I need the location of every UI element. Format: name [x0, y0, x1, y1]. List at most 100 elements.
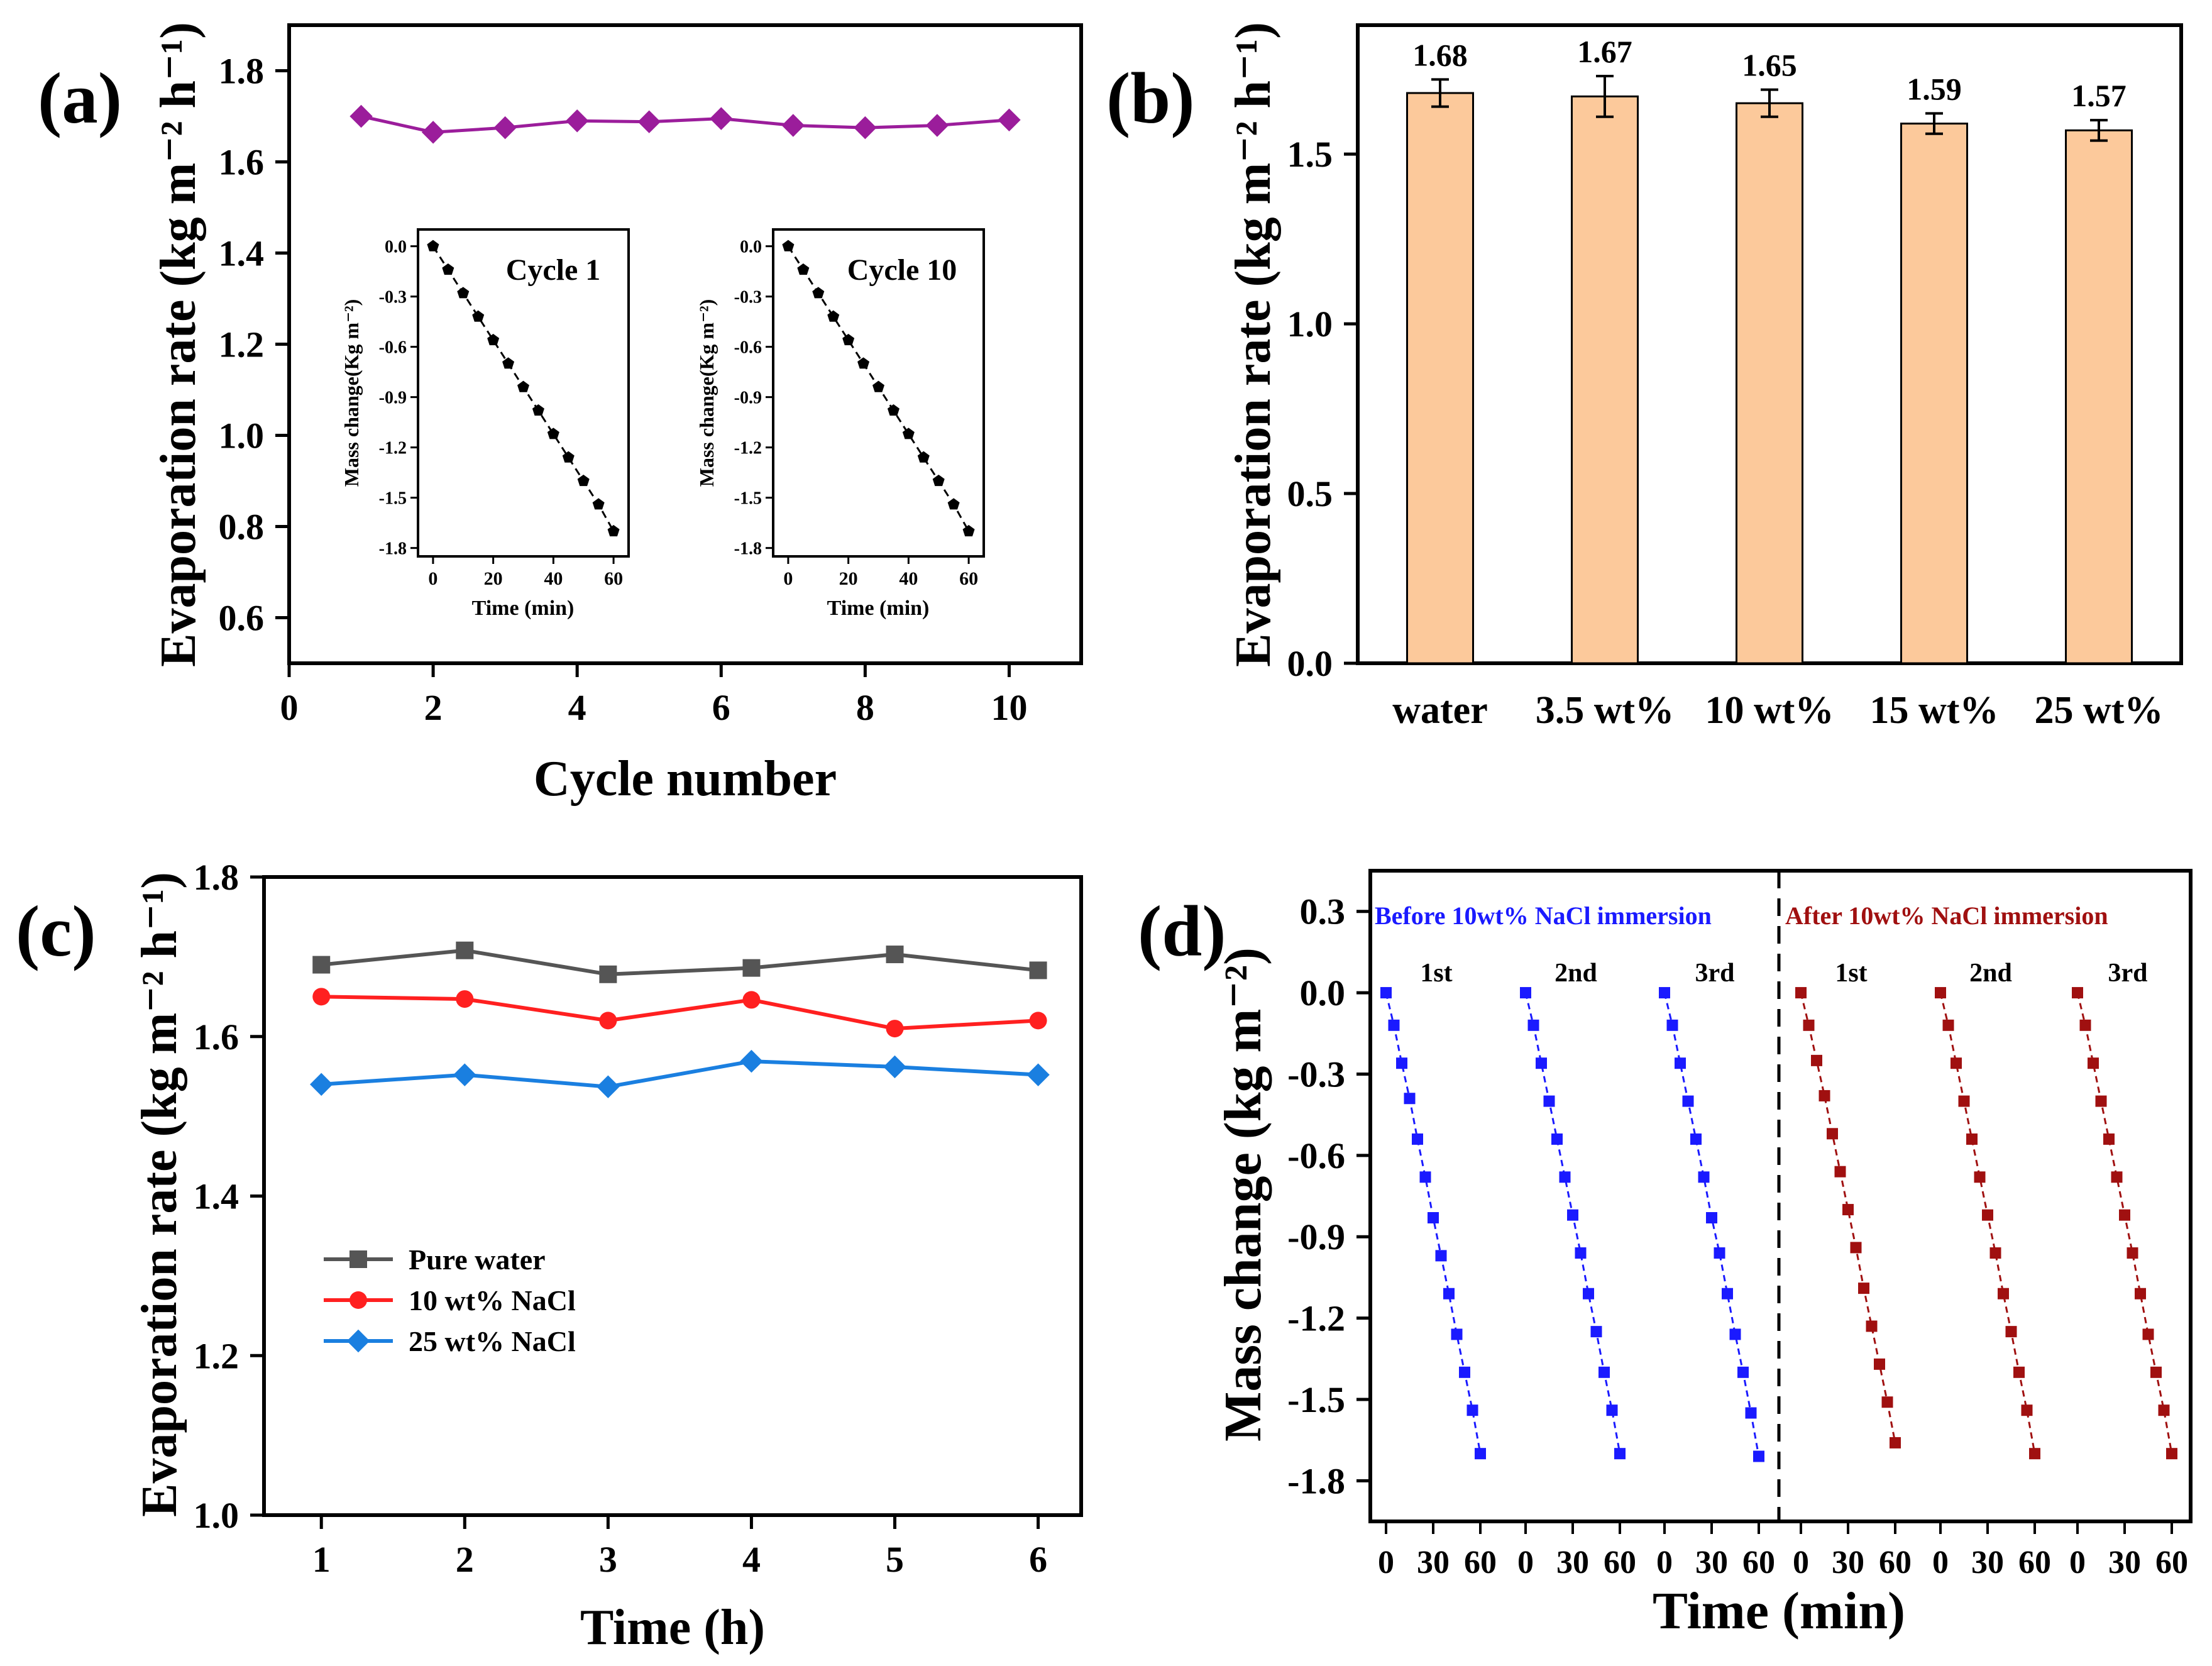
inset-data-10: 0 20 40 60 0.0 -0.3 -0.6 -0.9 -1.2 -1.5 -1.8	[734, 238, 978, 589]
data-point-c	[312, 956, 331, 974]
y-tick-label-b: 0.5	[1287, 473, 1333, 514]
inset-y-tick-label: -0.9	[734, 389, 762, 408]
x-tick-label-d: 60	[1604, 1545, 1636, 1580]
data-point-d	[2142, 1328, 2154, 1340]
data-point-d	[2166, 1448, 2177, 1460]
bar-value-label: 1.67	[1577, 34, 1632, 69]
data-point-d	[1881, 1396, 1893, 1408]
inset-data-point	[442, 263, 454, 275]
y-tick-label-b: 0.0	[1287, 643, 1333, 684]
cycle-label: 1st	[1835, 959, 1867, 988]
y-tick-label-b: 1.0	[1287, 304, 1333, 345]
cycle-label: 1st	[1420, 959, 1452, 988]
data-point-d	[1675, 1057, 1686, 1069]
data-point-d	[1536, 1057, 1547, 1069]
y-tick-label-d: -0.9	[1287, 1216, 1345, 1257]
y-tick-label-a: 0.8	[219, 507, 265, 548]
x-tick-label-d: 30	[1832, 1545, 1864, 1580]
data-point-d	[1737, 1366, 1749, 1378]
data-point-d	[2013, 1366, 2025, 1378]
axes-c: 1 2 3 4 5 6 1.0 1.2 1.4 1.6 1.8	[194, 857, 1048, 1580]
inset-data-point	[517, 380, 530, 392]
y-axis-label-b: Evaporation rate (kg m⁻² h⁻¹)	[1226, 22, 1281, 667]
inset-x-tick-label: 20	[484, 568, 503, 589]
data-point-c	[599, 1012, 617, 1030]
x-tick-label-d: 0	[1378, 1545, 1394, 1580]
data-point-d	[1745, 1407, 1757, 1419]
y-tick-label-c: 1.4	[194, 1176, 239, 1217]
data-point-c	[453, 1063, 476, 1086]
panel-label-a: (a)	[38, 58, 122, 138]
data-point-d	[1543, 1095, 1555, 1107]
inset-data-point	[917, 451, 930, 463]
bar	[1406, 92, 1474, 665]
legend-label: 25 wt% NaCl	[409, 1325, 576, 1357]
legend-c: Pure water 10 wt% NaCl 25 wt% NaCl	[324, 1244, 576, 1357]
data-point-c	[740, 1049, 763, 1073]
y-tick-label-d: 0.3	[1300, 891, 1346, 932]
data-point-c	[597, 1075, 620, 1098]
data-point-d	[1443, 1288, 1455, 1299]
data-point-d	[2088, 1057, 2099, 1069]
inset-y-tick-label: -1.8	[734, 539, 762, 559]
inset-y-tick-label: -1.5	[379, 489, 407, 509]
series-line-c	[321, 1059, 1038, 1089]
data-point-d	[2005, 1326, 2017, 1338]
data-point-c	[599, 965, 617, 983]
data-point-c	[742, 959, 761, 977]
inset-x-tick-label: 40	[544, 568, 563, 589]
x-tick-label-d: 30	[1695, 1545, 1728, 1580]
y-tick-label-c: 1.0	[194, 1495, 239, 1536]
inset-x-tick-label: 40	[899, 568, 918, 589]
legend-marker	[346, 1329, 370, 1353]
y-tick-label-d: -1.2	[1287, 1298, 1345, 1339]
axes-d: 0.3 0.0 -0.3 -0.6 -0.9 -1.2 -1.5 -1.8 0 30 60 0 30 60…	[1287, 891, 2188, 1580]
inset-frame-1	[417, 228, 630, 558]
data-point-d	[1866, 1320, 1878, 1332]
data-point-d	[1527, 1019, 1539, 1031]
data-point-d	[1419, 1171, 1431, 1183]
data-point-d	[2072, 987, 2083, 999]
data-point-c	[886, 946, 904, 964]
inset-data-point	[487, 334, 500, 346]
data-point-c	[883, 1055, 906, 1079]
inset-data-point	[842, 334, 855, 346]
data-point-a	[854, 116, 877, 140]
x-tick-label-d: 60	[1742, 1545, 1775, 1580]
inset-data-point	[962, 525, 975, 537]
x-tick-label-d: 60	[1464, 1545, 1497, 1580]
data-point-c	[886, 1020, 904, 1038]
data-point-d	[1935, 987, 1946, 999]
inset-x-tick-label: 0	[783, 568, 793, 589]
bar-value-label: 1.65	[1742, 48, 1797, 83]
data-point-a	[565, 109, 589, 133]
x-axis-label-a: Cycle number	[534, 751, 837, 807]
cycle-label: 2nd	[1969, 959, 2012, 988]
data-b: 1.68 1.67 1.65 1.59 1.57	[1406, 34, 2133, 665]
data-point-d	[1698, 1171, 1710, 1183]
data-point-d	[1998, 1288, 2009, 1299]
x-tick-label-d: 60	[1879, 1545, 1912, 1580]
data-point-d	[1722, 1288, 1733, 1299]
x-tick-label-c: 5	[886, 1539, 904, 1580]
data-point-d	[1714, 1247, 1725, 1259]
inset-y-tick-label: -0.6	[734, 338, 762, 358]
data-point-d	[1520, 987, 1531, 999]
x-tick-label-a: 2	[424, 687, 443, 728]
panel-d: (d) 0.30.0-0.3-0.6-0.9-1.2-1.5-1.80 30 60 0…	[1138, 869, 2193, 1640]
x-tick-label-c: 6	[1029, 1539, 1047, 1580]
x-category-label-b: 15 wt%	[1870, 689, 1999, 732]
x-tick-label-d: 0	[1793, 1545, 1809, 1580]
y-tick-label-a: 1.2	[219, 324, 265, 365]
inset-x-tick-label: 60	[604, 568, 623, 589]
inset-y-tick-label: -1.2	[734, 439, 762, 458]
bar	[1736, 102, 1803, 665]
y-tick-label-a: 0.6	[219, 598, 265, 639]
panel-label-b: (b)	[1106, 58, 1195, 138]
x-tick-label-a: 4	[568, 687, 586, 728]
inset-xlabel-1: Time (min)	[472, 597, 575, 620]
inset-data-point	[932, 475, 945, 487]
data-point-c	[742, 991, 761, 1009]
data-point-a	[710, 107, 733, 130]
x-category-label-b: 25 wt%	[2035, 689, 2164, 732]
